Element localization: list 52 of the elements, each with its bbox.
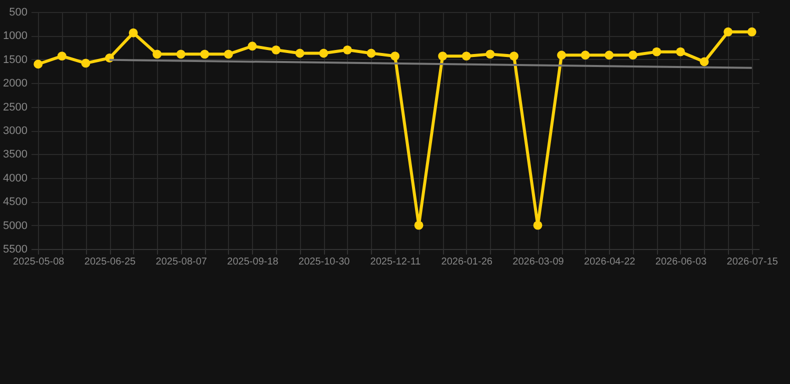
x-tick-label: 2026-04-22 <box>584 256 636 268</box>
y-tick-label: 3500 <box>3 148 28 161</box>
x-tick-label: 2025-12-11 <box>370 256 422 268</box>
point <box>509 52 518 61</box>
x-tick-label: 2026-03-09 <box>512 256 564 268</box>
x-tick-label: 2026-07-15 <box>726 256 778 268</box>
point <box>700 57 709 66</box>
point <box>342 45 352 54</box>
y-tick-label: 3000 <box>3 125 28 137</box>
point <box>390 52 400 61</box>
y-tick-label: 2000 <box>3 78 28 90</box>
y-tick-label: 4500 <box>3 196 28 208</box>
point <box>652 47 662 56</box>
point <box>747 27 756 36</box>
point <box>152 50 162 59</box>
x-tick-label: 2025-09-18 <box>227 256 279 268</box>
point <box>176 50 186 59</box>
y-tick-label: 5500 <box>3 244 28 256</box>
point <box>366 48 376 58</box>
point <box>533 220 542 230</box>
y-tick-label: 2500 <box>3 101 28 114</box>
point <box>57 52 66 61</box>
point <box>557 50 566 60</box>
y-tick-label: 5000 <box>3 220 28 232</box>
x-tick-label: 2026-01-26 <box>441 256 493 268</box>
point <box>628 50 638 60</box>
point <box>462 52 471 61</box>
point <box>604 50 614 60</box>
point <box>580 50 590 60</box>
x-tick-label: 2025-10-30 <box>298 256 350 268</box>
point <box>224 50 233 59</box>
point <box>34 60 43 69</box>
point <box>81 58 90 68</box>
y-tick-label: 500 <box>9 6 28 18</box>
y-tick-label: 4000 <box>3 172 28 184</box>
point <box>486 50 495 59</box>
x-tick-label: 2025-06-25 <box>84 256 136 268</box>
x-tick-label: 2026-06-03 <box>655 256 708 268</box>
point <box>676 47 685 56</box>
point <box>295 48 304 58</box>
y-tick-label: 1000 <box>3 30 28 42</box>
point <box>414 220 424 230</box>
point <box>272 45 281 54</box>
point <box>248 42 257 51</box>
point <box>200 50 210 59</box>
x-tick-label: 2025-08-07 <box>156 256 208 268</box>
point <box>128 28 138 38</box>
point <box>438 52 448 61</box>
point <box>724 27 733 36</box>
y-tick-label: 1500 <box>3 54 28 66</box>
point <box>319 48 328 58</box>
x-tick-label: 2025-05-08 <box>13 256 65 268</box>
